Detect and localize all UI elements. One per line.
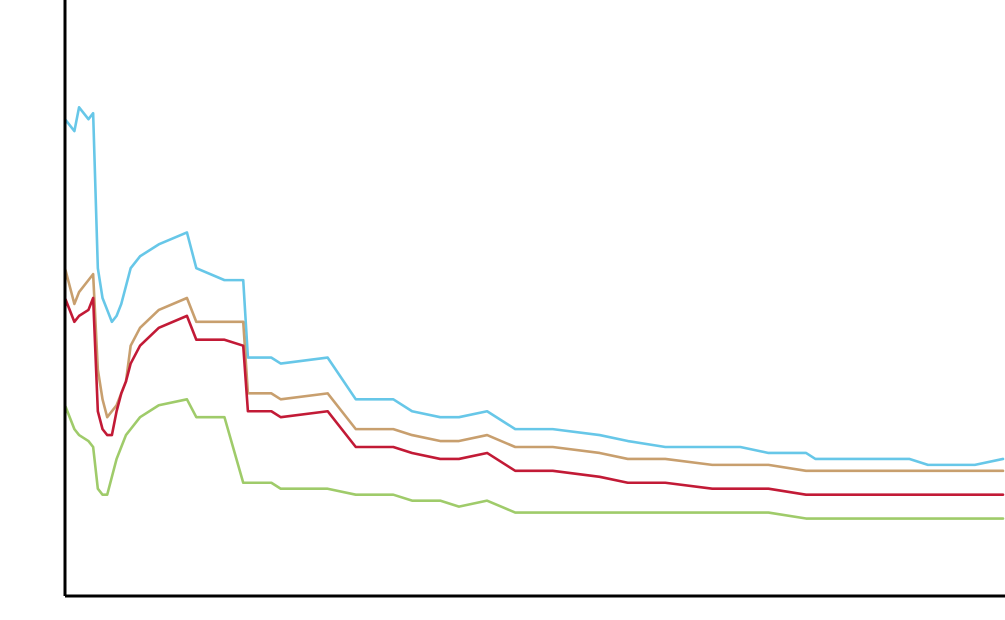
series-layer [63,105,1005,520]
series-line-1 [63,105,1005,467]
series-line-2 [63,266,1005,473]
series-line-3 [63,296,1005,496]
series-line-4 [63,398,1005,520]
